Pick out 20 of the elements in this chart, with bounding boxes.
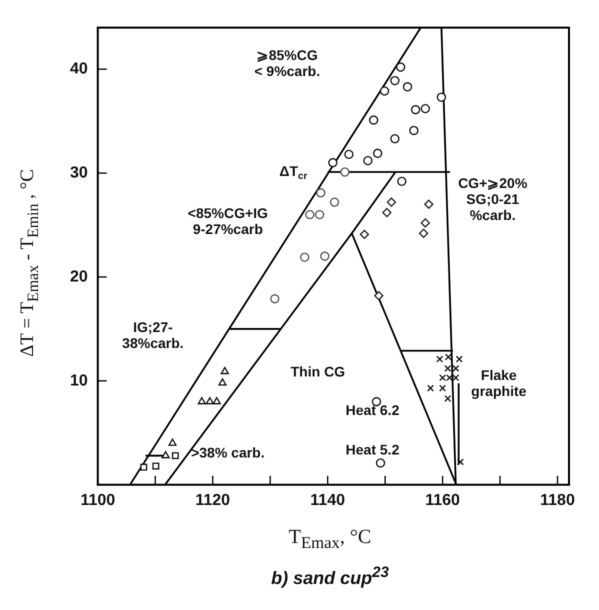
y-tick-label: 10 [70, 372, 88, 390]
x-tick-label: 1120 [195, 492, 230, 509]
annotation: ⩾85%CG < 9%carb. [254, 47, 320, 80]
x-tick-label: 1140 [310, 492, 346, 509]
annotation: >38% carb. [191, 444, 265, 461]
y-tick-label: 40 [70, 60, 88, 78]
annotation: Flake graphite [471, 367, 527, 400]
annotation: <85%CG+IG 9-27%carb [188, 204, 268, 237]
x-axis-title: T$_{Emax}$, °C [288, 526, 372, 553]
y-tick-label: 20 [70, 268, 88, 286]
annotation: Heat 5.2 [346, 441, 400, 458]
text: b) sand cup$^{23}$ [270, 564, 390, 589]
annotation: CG+⩾20% SG;0-21 %carb. [458, 174, 528, 223]
annotation: IG;27- 38%carb. [122, 319, 184, 352]
x-tick-label: 1180 [540, 492, 575, 509]
x-tick-label: 1160 [425, 492, 460, 509]
annotation: Heat 6.2 [346, 402, 400, 418]
x-tick-label: 1100 [80, 492, 116, 509]
annotation: Thin CG [290, 364, 346, 380]
y-tick-label: 30 [70, 164, 88, 182]
